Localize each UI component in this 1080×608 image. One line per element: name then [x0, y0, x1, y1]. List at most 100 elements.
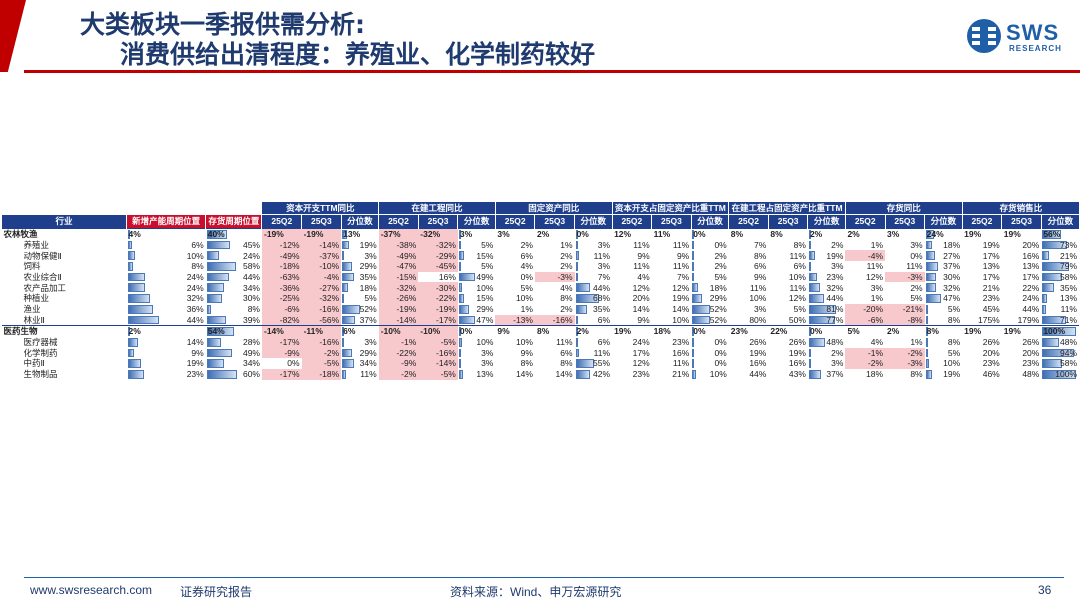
cell-value: 46% — [982, 369, 1000, 380]
bar-cell: 68% — [575, 293, 613, 304]
cell-value: 12% — [788, 293, 806, 304]
cell-value: 2% — [714, 250, 727, 261]
cell-value: 50% — [788, 314, 806, 325]
cell-value: 17% — [982, 271, 1000, 282]
group-header: 在建工程同比 — [378, 202, 496, 215]
bar-cell: 81% — [808, 304, 846, 315]
bar-cell: 29% — [691, 293, 729, 304]
value-bar — [575, 369, 590, 379]
value-bar — [458, 369, 464, 379]
cell-value: 23% — [982, 358, 1000, 369]
cell-value: -45% — [418, 261, 458, 272]
col-header-25Q2: 25Q2 — [844, 214, 886, 229]
bar-cell: 100% — [1041, 325, 1079, 337]
industry-name: 农林牧渔 — [1, 227, 127, 240]
cell-value: 24% — [1022, 293, 1040, 304]
cell-value: 2% — [520, 239, 533, 250]
col-header-分位数: 分位数 — [924, 214, 963, 229]
cell-value: 11% — [789, 282, 806, 293]
bar-cell: 11% — [575, 348, 613, 359]
value-bar — [206, 240, 230, 250]
cell-value: 19% — [826, 250, 844, 261]
cell-value: 44% — [593, 282, 611, 293]
cell-value: 11% — [672, 358, 690, 369]
table-row: 种植业 32% 30% -25% -32% 5% -26% -22% 15% 10% 8% 68% 20… — [2, 293, 1080, 304]
value-bar — [1042, 327, 1077, 336]
bar-cell: 40% — [205, 227, 262, 240]
cell-value: 13% — [343, 229, 361, 240]
bar-cell: 2% — [807, 227, 846, 240]
cell-value: 15% — [476, 293, 494, 304]
cell-value: -27% — [301, 282, 342, 294]
cell-value: 49% — [242, 347, 260, 358]
cell-value: 0% — [714, 347, 727, 358]
cell-value: 35% — [359, 271, 377, 282]
bar-cell: 10% — [691, 369, 729, 380]
cell-value: -14% — [301, 239, 342, 251]
title-line-2: 消费供给出清程度：养殖业、化学制药较好 — [120, 40, 596, 69]
bar-cell: 19% — [341, 240, 379, 251]
bar-cell: 58% — [206, 261, 262, 272]
cell-value: 79% — [1059, 261, 1077, 272]
cell-value: 11% — [593, 347, 611, 358]
value-bar — [692, 337, 695, 347]
cell-value: 26% — [749, 337, 767, 348]
cell-value: 23% — [728, 325, 769, 337]
industry-name: 饲料 — [23, 261, 41, 272]
table-row: 农林牧渔 4% 40% -19% -19% 13% -37% -32% 3% 3% 2% 0% 12% 1… — [1, 227, 1079, 240]
bar-cell: 2% — [691, 250, 729, 261]
cell-value: 23% — [632, 369, 650, 380]
bar-cell: 6% — [341, 325, 379, 337]
cell-value: 20% — [1022, 239, 1040, 250]
value-bar — [1042, 348, 1075, 358]
col-header-25Q2: 25Q2 — [728, 214, 769, 229]
bar-cell: 48% — [1041, 337, 1079, 348]
cell-value: -37% — [378, 227, 419, 240]
bar-cell: 2% — [691, 261, 729, 272]
cell-value: 10% — [709, 369, 727, 380]
table-row: 渔业 36% 8% -6% -16% 52% -19% -19% 29% 1% 2% 35% 14% 14… — [2, 303, 1080, 315]
cell-value: 39% — [242, 314, 260, 325]
cell-value: -32% — [301, 293, 342, 304]
cell-value: 34% — [242, 358, 260, 369]
bar-cell: 11% — [341, 369, 379, 380]
col-header-inventory-cycle: 存货周期位置 — [205, 214, 262, 229]
cell-value: 15% — [476, 250, 494, 261]
cell-value: 8% — [191, 261, 204, 272]
bar-cell: 30% — [206, 293, 262, 304]
cell-value: 3% — [459, 229, 473, 240]
cell-value: 29% — [359, 347, 377, 358]
cell-value: -5% — [418, 336, 458, 348]
cell-value: 20% — [632, 293, 650, 304]
col-header-25Q2: 25Q2 — [378, 214, 419, 229]
cell-value: 0% — [287, 358, 300, 369]
cell-value: 24% — [186, 282, 204, 293]
bar-cell: 54% — [205, 325, 262, 337]
cell-value: 1% — [870, 239, 884, 250]
cell-value: 0% — [520, 271, 533, 282]
bar-cell: 94% — [1041, 348, 1079, 359]
value-bar — [808, 348, 811, 358]
cell-value: 11% — [749, 282, 767, 293]
footer-url[interactable]: www.swsresearch.com — [30, 583, 153, 597]
cell-value: 73% — [1059, 239, 1077, 250]
industry-name: 林业Ⅱ — [23, 314, 45, 325]
col-header-25Q2: 25Q2 — [961, 214, 1002, 229]
value-bar — [808, 294, 824, 303]
bar-cell: 58% — [1041, 358, 1079, 369]
table-row: 农产品加工 24% 34% -36% -27% 18% -32% -30% 10% 5% 4% 44%… — [2, 282, 1080, 294]
bar-cell: 6% — [127, 240, 206, 251]
cell-value: 2% — [576, 326, 589, 337]
bar-cell: 35% — [341, 272, 379, 283]
cell-value: 10% — [943, 358, 961, 369]
bar-cell: 52% — [341, 304, 379, 315]
value-bar — [925, 251, 935, 261]
value-bar — [206, 327, 235, 336]
bar-cell: 34% — [341, 358, 379, 369]
cell-value: -17% — [261, 368, 302, 380]
bar-cell: 37% — [341, 315, 379, 326]
cell-value: 5% — [481, 261, 494, 272]
cell-value: 22% — [768, 325, 808, 337]
bar-cell: 3% — [341, 337, 379, 348]
value-bar — [458, 272, 476, 282]
